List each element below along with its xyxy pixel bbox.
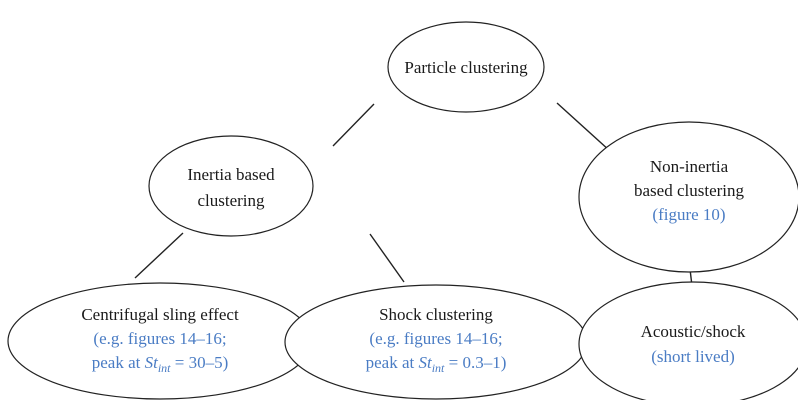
node-label: Non-inertia: [650, 157, 729, 176]
node-peak: peak at Stint = 30–5): [92, 353, 229, 375]
node-label: clustering: [197, 191, 265, 210]
node-root: [387, 21, 545, 113]
peak-subscript: int: [432, 361, 445, 375]
peak-suffix: = 30–5): [171, 353, 229, 372]
peak-symbol: St: [418, 353, 433, 372]
node-note: (figure 10): [652, 205, 725, 224]
node-label: Particle clustering: [404, 58, 528, 77]
peak-prefix: peak at: [366, 353, 419, 372]
edge: [134, 232, 184, 279]
node-acoustic: [578, 281, 798, 400]
node-inertia: [148, 135, 314, 237]
peak-suffix: = 0.3–1): [444, 353, 506, 372]
node-label: Shock clustering: [379, 305, 493, 324]
peak-prefix: peak at: [92, 353, 145, 372]
node-label: based clustering: [634, 181, 744, 200]
node-label: Inertia based: [187, 165, 275, 184]
node-note: (e.g. figures 14–16;: [93, 329, 226, 348]
peak-subscript: int: [158, 361, 171, 375]
node-peak: peak at Stint = 0.3–1): [366, 353, 507, 375]
node-non-inertia: [578, 121, 798, 273]
node-label: Acoustic/shock: [641, 322, 746, 341]
edge: [556, 102, 611, 152]
edge: [332, 103, 375, 147]
node-note: (e.g. figures 14–16;: [369, 329, 502, 348]
edge: [369, 233, 405, 283]
node-note: (short lived): [651, 347, 735, 366]
peak-symbol: St: [145, 353, 160, 372]
node-label: Centrifugal sling effect: [81, 305, 239, 324]
